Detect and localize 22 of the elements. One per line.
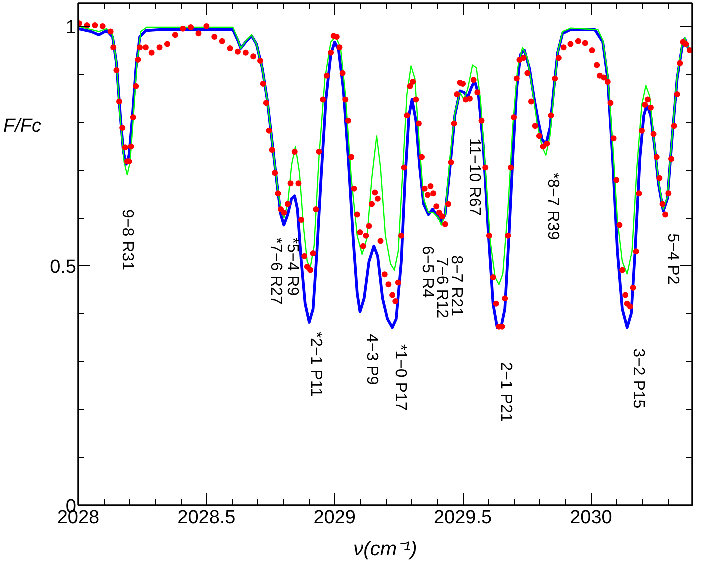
- annotation: *8−7 R39: [544, 172, 562, 240]
- annotation: *7−6 R27: [267, 238, 284, 306]
- annotation: 7−6 R12: [433, 258, 450, 319]
- annotation: 5−4 P2: [664, 234, 682, 285]
- annotation: 9−8 R31: [119, 210, 136, 271]
- annotation: 4−3 P9: [364, 334, 381, 386]
- annotation: 11−10 R67: [466, 138, 483, 216]
- x-tick-label: 2029: [314, 508, 356, 528]
- annotation: *2−1 P11: [308, 332, 325, 398]
- annotation: *5−4 R9: [284, 238, 302, 296]
- y-tick-label: 1: [66, 17, 77, 38]
- annotation: 2−1 P21: [497, 362, 514, 422]
- x-tick-label: 2028.5: [178, 508, 236, 528]
- y-axis-title: F/Fc: [4, 116, 42, 137]
- annotation: 8−7 R21: [448, 256, 466, 317]
- annotation: 3−2 P15: [630, 348, 647, 409]
- annotation: *1−0 P17: [392, 344, 410, 411]
- annotation: 6−5 R4: [418, 246, 436, 298]
- x-tick-label: 2029.5: [434, 508, 492, 528]
- x-tick-label: 2030: [570, 508, 612, 528]
- y-tick-label: 0.5: [50, 256, 77, 278]
- x-axis-title: ν(cm⁻¹): [354, 538, 418, 560]
